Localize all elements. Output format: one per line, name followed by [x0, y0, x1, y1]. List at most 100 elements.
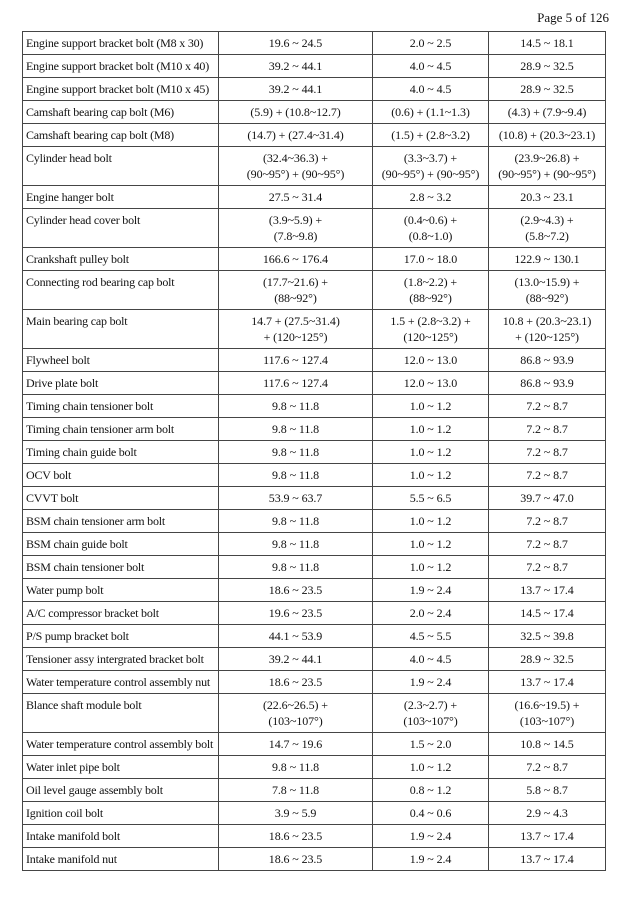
value-cell-3: 28.9 ~ 32.5	[488, 77, 606, 101]
value-cell-2: 1.0 ~ 1.2	[372, 394, 489, 418]
table-row: Cylinder head cover bolt (3.9~5.9) + (7.…	[22, 208, 606, 248]
table-row: Ignition coil bolt 3.9 ~ 5.9 0.4 ~ 0.6 2…	[22, 801, 606, 825]
table-row: Intake manifold bolt 18.6 ~ 23.5 1.9 ~ 2…	[22, 824, 606, 848]
table-row: Drive plate bolt 117.6 ~ 127.4 12.0 ~ 13…	[22, 371, 606, 395]
value-cell-2: (2.3~2.7) + (103~107°)	[372, 693, 489, 733]
bolt-name-cell: A/C compressor bracket bolt	[22, 601, 219, 625]
table-row: Water temperature control assembly bolt …	[22, 732, 606, 756]
table-row: Camshaft bearing cap bolt (M6) (5.9) + (…	[22, 100, 606, 124]
bolt-name-cell: Flywheel bolt	[22, 348, 219, 372]
value-cell-2: 1.9 ~ 2.4	[372, 670, 489, 694]
value-cell-3: 32.5 ~ 39.8	[488, 624, 606, 648]
value-cell-1: (14.7) + (27.4~31.4)	[218, 123, 373, 147]
value-cell-1: (32.4~36.3) + (90~95°) + (90~95°)	[218, 146, 373, 186]
table-row: Tensioner assy intergrated bracket bolt …	[22, 647, 606, 671]
value-cell-3: 7.2 ~ 8.7	[488, 463, 606, 487]
table-row: BSM chain guide bolt 9.8 ~ 11.8 1.0 ~ 1.…	[22, 532, 606, 556]
bolt-name-cell: Intake manifold nut	[22, 847, 219, 871]
bolt-name-cell: Water inlet pipe bolt	[22, 755, 219, 779]
value-cell-3: 28.9 ~ 32.5	[488, 647, 606, 671]
table-row: Flywheel bolt 117.6 ~ 127.4 12.0 ~ 13.0 …	[22, 348, 606, 372]
bolt-name-cell: Engine hanger bolt	[22, 185, 219, 209]
value-cell-1: (5.9) + (10.8~12.7)	[218, 100, 373, 124]
value-cell-3: 13.7 ~ 17.4	[488, 670, 606, 694]
bolt-name-cell: Ignition coil bolt	[22, 801, 219, 825]
bolt-name-cell: BSM chain tensioner arm bolt	[22, 509, 219, 533]
value-cell-2: 1.9 ~ 2.4	[372, 847, 489, 871]
value-cell-3: 7.2 ~ 8.7	[488, 555, 606, 579]
value-cell-1: 39.2 ~ 44.1	[218, 647, 373, 671]
table-row: Timing chain tensioner arm bolt 9.8 ~ 11…	[22, 417, 606, 441]
value-cell-2: (0.4~0.6) + (0.8~1.0)	[372, 208, 489, 248]
bolt-name-cell: BSM chain guide bolt	[22, 532, 219, 556]
value-cell-2: 1.0 ~ 1.2	[372, 755, 489, 779]
value-cell-3: (23.9~26.8) + (90~95°) + (90~95°)	[488, 146, 606, 186]
bolt-name-cell: OCV bolt	[22, 463, 219, 487]
value-cell-3: 13.7 ~ 17.4	[488, 578, 606, 602]
value-cell-2: 2.8 ~ 3.2	[372, 185, 489, 209]
page-number: Page 5 of 126	[537, 10, 609, 25]
value-cell-3: 86.8 ~ 93.9	[488, 348, 606, 372]
value-cell-3: (10.8) + (20.3~23.1)	[488, 123, 606, 147]
bolt-name-cell: BSM chain tensioner bolt	[22, 555, 219, 579]
value-cell-1: 9.8 ~ 11.8	[218, 509, 373, 533]
value-cell-1: 14.7 + (27.5~31.4) + (120~125°)	[218, 309, 373, 349]
bolt-name-cell: Engine support bracket bolt (M10 x 45)	[22, 77, 219, 101]
value-cell-1: 9.8 ~ 11.8	[218, 440, 373, 464]
value-cell-2: 1.0 ~ 1.2	[372, 532, 489, 556]
table-row: Engine support bracket bolt (M8 x 30) 19…	[22, 31, 606, 55]
table-row: Engine hanger bolt 27.5 ~ 31.4 2.8 ~ 3.2…	[22, 185, 606, 209]
table-row: OCV bolt 9.8 ~ 11.8 1.0 ~ 1.2 7.2 ~ 8.7	[22, 463, 606, 487]
bolt-name-cell: Water temperature control assembly nut	[22, 670, 219, 694]
value-cell-3: 7.2 ~ 8.7	[488, 532, 606, 556]
table-row: Water pump bolt 18.6 ~ 23.5 1.9 ~ 2.4 13…	[22, 578, 606, 602]
value-cell-1: 9.8 ~ 11.8	[218, 555, 373, 579]
value-cell-3: 7.2 ~ 8.7	[488, 509, 606, 533]
value-cell-2: 1.0 ~ 1.2	[372, 440, 489, 464]
table-row: Water temperature control assembly nut 1…	[22, 670, 606, 694]
value-cell-3: 7.2 ~ 8.7	[488, 417, 606, 441]
bolt-name-cell: CVVT bolt	[22, 486, 219, 510]
bolt-name-cell: Timing chain tensioner arm bolt	[22, 417, 219, 441]
bolt-name-cell: Water temperature control assembly bolt	[22, 732, 219, 756]
value-cell-2: 1.9 ~ 2.4	[372, 824, 489, 848]
value-cell-1: 9.8 ~ 11.8	[218, 417, 373, 441]
value-cell-2: 12.0 ~ 13.0	[372, 348, 489, 372]
value-cell-3: 10.8 + (20.3~23.1) + (120~125°)	[488, 309, 606, 349]
value-cell-1: 27.5 ~ 31.4	[218, 185, 373, 209]
value-cell-1: 44.1 ~ 53.9	[218, 624, 373, 648]
value-cell-2: 5.5 ~ 6.5	[372, 486, 489, 510]
value-cell-3: 28.9 ~ 32.5	[488, 54, 606, 78]
value-cell-3: 86.8 ~ 93.9	[488, 371, 606, 395]
bolt-name-cell: Water pump bolt	[22, 578, 219, 602]
value-cell-2: 1.9 ~ 2.4	[372, 578, 489, 602]
value-cell-1: 9.8 ~ 11.8	[218, 463, 373, 487]
value-cell-3: 14.5 ~ 18.1	[488, 31, 606, 55]
value-cell-1: 19.6 ~ 23.5	[218, 601, 373, 625]
bolt-name-cell: Timing chain tensioner bolt	[22, 394, 219, 418]
value-cell-3: 39.7 ~ 47.0	[488, 486, 606, 510]
value-cell-3: 122.9 ~ 130.1	[488, 247, 606, 271]
bolt-name-cell: Crankshaft pulley bolt	[22, 247, 219, 271]
value-cell-3: 13.7 ~ 17.4	[488, 847, 606, 871]
table-row: Intake manifold nut 18.6 ~ 23.5 1.9 ~ 2.…	[22, 847, 606, 871]
value-cell-1: (3.9~5.9) + (7.8~9.8)	[218, 208, 373, 248]
value-cell-1: 14.7 ~ 19.6	[218, 732, 373, 756]
table-row: Blance shaft module bolt (22.6~26.5) + (…	[22, 693, 606, 733]
value-cell-2: 4.0 ~ 4.5	[372, 647, 489, 671]
value-cell-1: 9.8 ~ 11.8	[218, 755, 373, 779]
value-cell-2: (3.3~3.7) + (90~95°) + (90~95°)	[372, 146, 489, 186]
bolt-name-cell: Timing chain guide bolt	[22, 440, 219, 464]
value-cell-3: 7.2 ~ 8.7	[488, 394, 606, 418]
value-cell-1: 9.8 ~ 11.8	[218, 394, 373, 418]
bolt-name-cell: P/S pump bracket bolt	[22, 624, 219, 648]
value-cell-2: 4.0 ~ 4.5	[372, 54, 489, 78]
value-cell-2: 17.0 ~ 18.0	[372, 247, 489, 271]
value-cell-3: (13.0~15.9) + (88~92°)	[488, 270, 606, 310]
value-cell-1: 19.6 ~ 24.5	[218, 31, 373, 55]
value-cell-1: 39.2 ~ 44.1	[218, 54, 373, 78]
value-cell-1: 117.6 ~ 127.4	[218, 371, 373, 395]
value-cell-1: 18.6 ~ 23.5	[218, 847, 373, 871]
bolt-name-cell: Camshaft bearing cap bolt (M8)	[22, 123, 219, 147]
value-cell-2: 0.4 ~ 0.6	[372, 801, 489, 825]
